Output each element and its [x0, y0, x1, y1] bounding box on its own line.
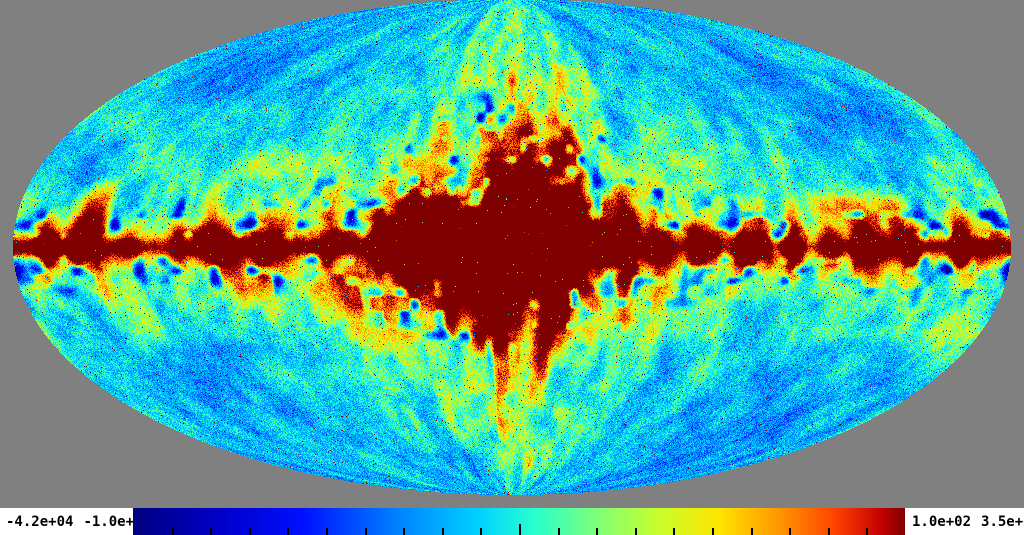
colorbar-left-labels: -4.2e+04 -1.0e+02 [0, 508, 151, 535]
sky-map-panel [0, 0, 1024, 500]
colorbar: -4.2e+04 -1.0e+02 1.0e+02 3.5e+05 [0, 508, 1024, 535]
all-sky-mollweide-map [0, 0, 1024, 500]
colorbar-gradient [133, 508, 905, 535]
colorbar-tick-label-linear-max: 1.0e+02 [912, 513, 972, 530]
colorbar-right-labels: 1.0e+02 3.5e+05 [905, 508, 1024, 535]
colorbar-tick-label-max: 3.5e+05 [981, 513, 1024, 530]
colorbar-tick-label-min: -4.2e+04 [6, 513, 74, 530]
colorbar-gradient-canvas [133, 508, 905, 535]
